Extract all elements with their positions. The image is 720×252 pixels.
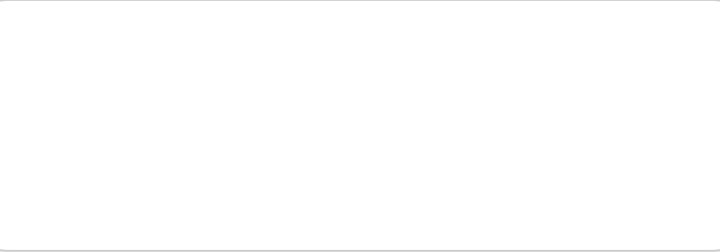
Text: a): a) <box>132 88 145 103</box>
Text: the interactions of molecules: the interactions of molecules <box>165 234 370 248</box>
Text: temperature: temperature <box>165 114 253 128</box>
Text: At a specific conditions of temperature and pressure, the Gibbs free: At a specific conditions of temperature … <box>156 118 637 133</box>
Text: e): e) <box>132 209 145 223</box>
Text: the two phase system are changeable.: the two phase system are changeable. <box>165 204 435 218</box>
Text: A mixture exists as a superheated vapour at its saturated point: A mixture exists as a superheated vapour… <box>156 88 602 103</box>
Text: c): c) <box>132 149 145 163</box>
Text: energy is a measure of maximum net work: energy is a measure of maximum net work <box>165 144 467 158</box>
Text: b): b) <box>132 118 146 133</box>
Text: changes occurring in an open system with constant composition: changes occurring in an open system with… <box>165 174 619 188</box>
Text: Q1) Choose the correct statements ( two only): Q1) Choose the correct statements ( two … <box>117 53 511 68</box>
Text: The equation $dU = T\,dS - P\,dV$ is applicable to infinitesimal: The equation $dU = T\,dS - P\,dV$ is app… <box>156 149 567 167</box>
Text: The real behavior represents the molecular configuration as well: The real behavior represents the molecul… <box>156 209 617 223</box>
Text: d): d) <box>132 179 146 193</box>
Text: During evaporation process, all of the thermodynamic properties of: During evaporation process, all of the t… <box>156 179 634 193</box>
